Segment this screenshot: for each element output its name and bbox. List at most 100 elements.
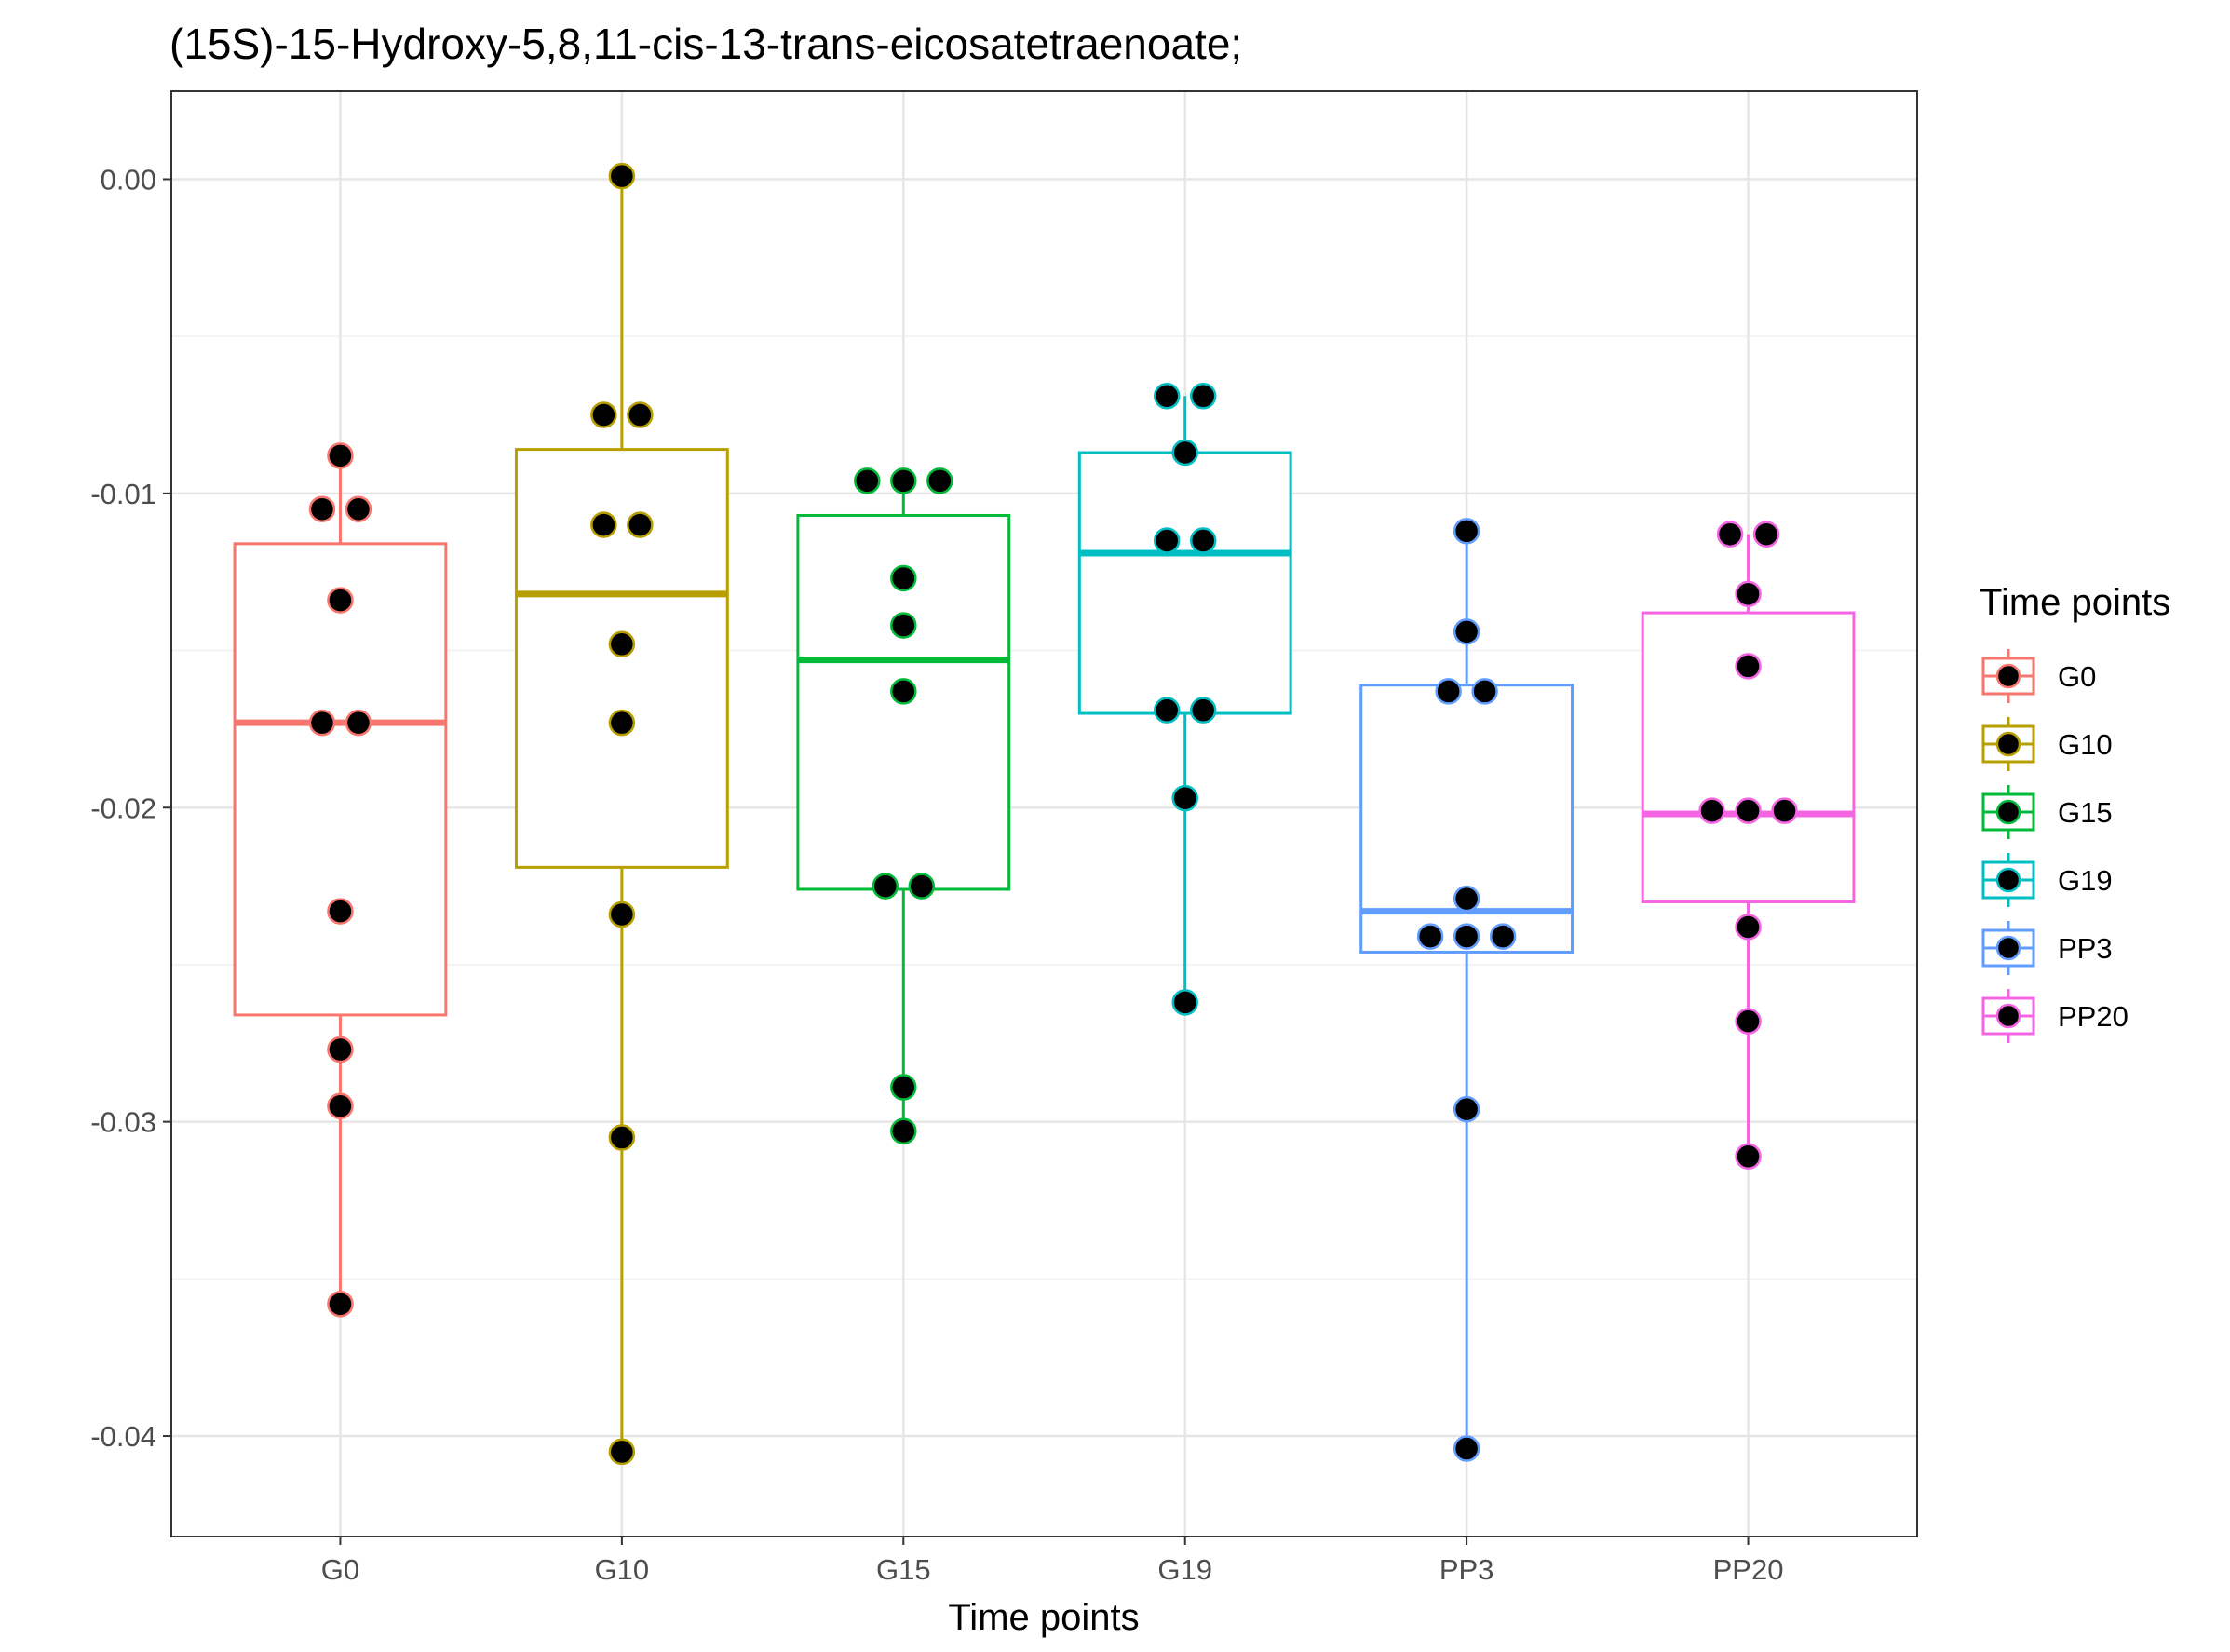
legend-label: G10 — [2058, 728, 2113, 761]
data-point — [345, 709, 372, 737]
data-point — [327, 1036, 354, 1063]
plot-panel-background — [171, 91, 1917, 1537]
legend-label: PP3 — [2058, 932, 2113, 965]
x-tick-label: G0 — [321, 1553, 359, 1586]
data-point — [608, 1124, 636, 1151]
data-point — [926, 467, 953, 494]
data-point — [1453, 1095, 1480, 1123]
data-point — [1153, 527, 1181, 554]
x-tick-label: PP3 — [1439, 1553, 1494, 1586]
data-point — [327, 587, 354, 614]
legend-key-point — [1995, 663, 2021, 689]
data-point — [608, 709, 636, 737]
data-point — [1735, 580, 1762, 608]
data-point — [1189, 697, 1217, 724]
data-point — [1453, 618, 1480, 645]
data-point — [327, 442, 354, 469]
legend-item-pp3: PP3 — [1981, 921, 2113, 975]
data-point — [872, 873, 899, 900]
data-point — [1453, 923, 1480, 950]
data-point — [890, 1074, 917, 1101]
data-point — [1489, 923, 1517, 950]
data-point — [854, 467, 881, 494]
data-point — [1735, 797, 1762, 824]
box-group-g10 — [514, 162, 729, 1466]
data-point — [327, 1092, 354, 1120]
data-point — [1453, 1435, 1480, 1462]
x-tick-label: PP20 — [1713, 1553, 1784, 1586]
box-group-g15 — [796, 467, 1011, 1145]
box-group-g0 — [233, 442, 448, 1318]
y-tick-label: -0.01 — [90, 478, 156, 510]
x-tick-label: G19 — [1157, 1553, 1212, 1586]
legend-item-g15: G15 — [1981, 785, 2113, 839]
data-point — [1171, 784, 1198, 812]
data-point — [1189, 527, 1217, 554]
data-point — [1453, 885, 1480, 913]
chart-title: (15S)-15-Hydroxy-5,8,11-cis-13-trans-eic… — [169, 20, 1242, 68]
legend-key-point — [1995, 935, 2021, 961]
data-point — [1416, 923, 1444, 950]
legend-item-g19: G19 — [1981, 853, 2113, 907]
legend-key-point — [1995, 1003, 2021, 1029]
data-point — [308, 709, 336, 737]
data-point — [608, 1438, 636, 1466]
data-point — [1735, 914, 1762, 941]
box-group-pp20 — [1641, 521, 1856, 1171]
legend: Time points G0 G10 G15 G19 PP3 PP20 — [1980, 582, 2170, 1043]
data-point — [1471, 678, 1498, 705]
legend-key-point — [1995, 867, 2021, 893]
x-tick-label: G15 — [876, 1553, 931, 1586]
data-point — [890, 467, 917, 494]
iqr-box — [1077, 451, 1292, 715]
legend-item-pp20: PP20 — [1981, 989, 2129, 1043]
box-group-g19 — [1077, 383, 1292, 1016]
legend-label: G0 — [2058, 660, 2096, 693]
data-point — [590, 511, 617, 538]
legend-item-g10: G10 — [1981, 717, 2113, 771]
data-point — [345, 495, 372, 522]
data-point — [627, 511, 654, 538]
legend-label: G19 — [2058, 864, 2113, 897]
x-tick-label: G10 — [595, 1553, 650, 1586]
data-point — [1716, 521, 1744, 548]
data-point — [1171, 439, 1198, 467]
data-point — [608, 162, 636, 190]
data-point — [1771, 797, 1798, 824]
plot-panel-border — [170, 90, 1918, 1537]
legend-item-g0: G0 — [1981, 649, 2096, 703]
y-tick-label: 0.00 — [101, 163, 156, 196]
data-point — [327, 1291, 354, 1318]
data-point — [1153, 383, 1181, 410]
x-axis-title: Time points — [948, 1597, 1139, 1638]
data-point — [1171, 989, 1198, 1016]
data-point — [890, 612, 917, 639]
data-point — [890, 678, 917, 705]
data-point — [1453, 518, 1480, 545]
data-point — [890, 1117, 917, 1145]
data-point — [1435, 678, 1462, 705]
data-point — [327, 898, 354, 925]
data-point — [608, 630, 636, 658]
data-point — [1752, 521, 1780, 548]
legend-key-point — [1995, 731, 2021, 757]
data-point — [1735, 1143, 1762, 1171]
data-point — [890, 564, 917, 592]
legend-title: Time points — [1980, 582, 2170, 623]
iqr-box — [514, 448, 729, 869]
series-layer — [233, 162, 1856, 1466]
data-point — [627, 401, 654, 428]
data-point — [908, 873, 936, 900]
box-group-pp3 — [1359, 518, 1575, 1462]
axis-layer: 0.00 -0.01 -0.02 -0.03 -0.04 G0 G10 G15 G19 PP3 PP… — [90, 163, 1783, 1586]
data-point — [608, 900, 636, 928]
y-tick-label: -0.04 — [90, 1420, 156, 1453]
data-point — [1153, 697, 1181, 724]
data-point — [1735, 1008, 1762, 1035]
data-point — [1698, 797, 1725, 824]
legend-label: PP20 — [2058, 1000, 2129, 1033]
data-point — [590, 401, 617, 428]
legend-key-point — [1995, 799, 2021, 825]
iqr-box — [233, 542, 448, 1017]
